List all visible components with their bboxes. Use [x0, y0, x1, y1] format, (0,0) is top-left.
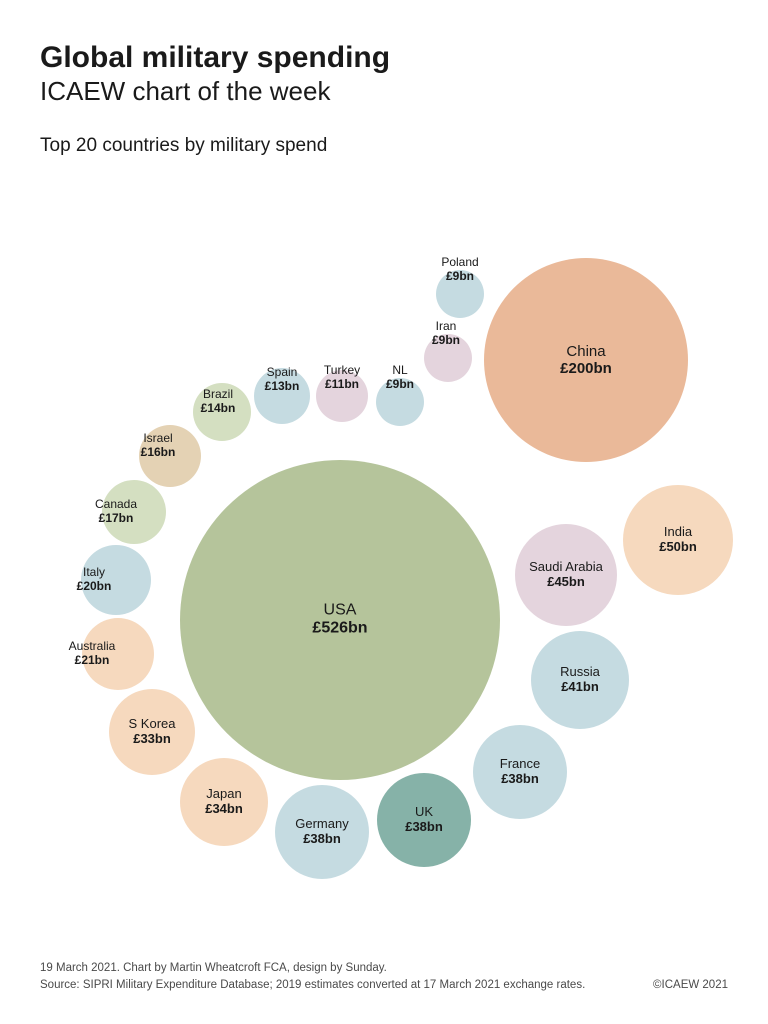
chart-description: Top 20 countries by military spend [40, 135, 728, 157]
bubble-nl [376, 378, 424, 426]
bubble-canada [102, 480, 166, 544]
bubble-china [484, 258, 688, 462]
footer-source: Source: SIPRI Military Expenditure Datab… [40, 977, 585, 994]
footer-line-1: 19 March 2021. Chart by Martin Wheatcrof… [40, 960, 728, 977]
bubble-s-korea [109, 689, 195, 775]
footer: 19 March 2021. Chart by Martin Wheatcrof… [40, 960, 728, 995]
bubble-chart: USA£526bnChina£200bnIndia£50bnSaudi Arab… [0, 180, 768, 940]
bubble-australia [82, 618, 154, 690]
bubble-country-label: Iran [436, 319, 457, 333]
bubble-country-label: Poland [441, 255, 478, 269]
bubble-japan [180, 758, 268, 846]
bubble-russia [531, 631, 629, 729]
bubble-turkey [316, 370, 368, 422]
bubble-germany [275, 785, 369, 879]
page: Global military spending ICAEW chart of … [0, 0, 768, 1024]
page-title: Global military spending [40, 40, 728, 76]
bubble-israel [139, 425, 201, 487]
bubble-india [623, 485, 733, 595]
bubble-poland [436, 270, 484, 318]
footer-line-2: Source: SIPRI Military Expenditure Datab… [40, 977, 728, 994]
bubble-france [473, 725, 567, 819]
bubble-usa [180, 460, 500, 780]
bubble-saudi-arabia [515, 524, 617, 626]
page-subtitle: ICAEW chart of the week [40, 76, 728, 107]
bubble-country-label: NL [392, 363, 407, 377]
footer-copyright: ©ICAEW 2021 [653, 977, 728, 994]
bubble-brazil [193, 383, 251, 441]
bubble-italy [81, 545, 151, 615]
bubble-spain [254, 368, 310, 424]
bubble-iran [424, 334, 472, 382]
bubble-uk [377, 773, 471, 867]
